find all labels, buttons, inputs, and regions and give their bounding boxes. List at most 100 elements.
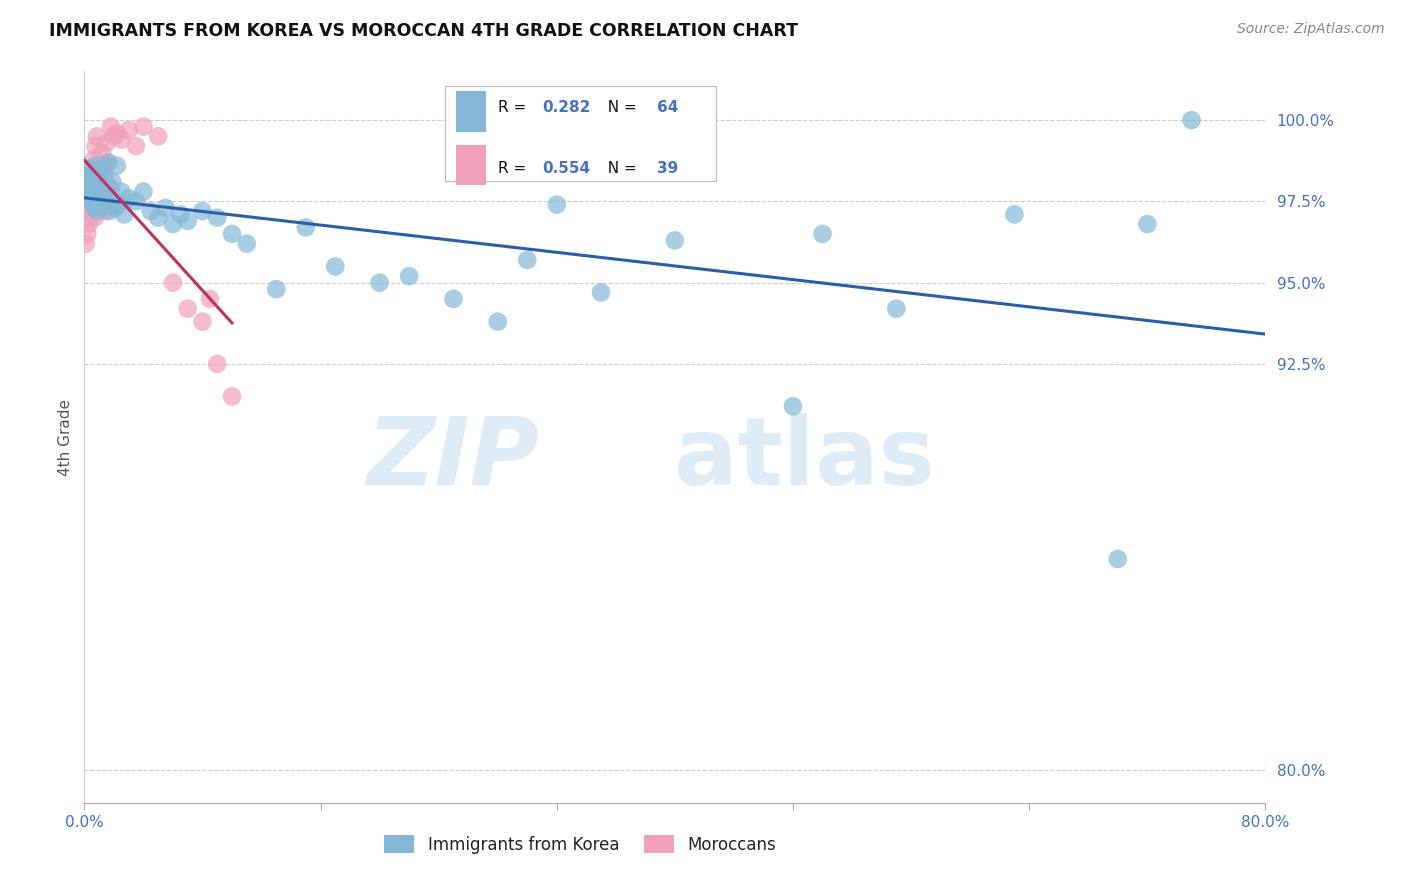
Text: IMMIGRANTS FROM KOREA VS MOROCCAN 4TH GRADE CORRELATION CHART: IMMIGRANTS FROM KOREA VS MOROCCAN 4TH GR… [49,22,799,40]
Point [82,187,104,202]
Point [325,260,347,274]
Point [125,139,148,153]
Point [86,171,108,186]
Point [105,126,128,140]
Point [84,159,107,173]
Point [82,178,104,193]
Point [94,204,117,219]
Text: ZIP: ZIP [366,413,538,505]
Point [101,175,124,189]
Point [91,161,114,176]
Point [236,236,259,251]
Point [811,227,834,241]
Point [162,276,184,290]
Point [80,169,103,183]
Point [155,201,177,215]
Point [97,155,120,169]
Text: R =: R = [498,101,531,115]
Point [84,185,107,199]
Point [148,129,170,144]
Point [96,136,118,150]
Point [118,191,141,205]
Point [1181,113,1204,128]
Text: 64: 64 [657,101,679,115]
Point [886,301,908,316]
Point [207,211,229,225]
Point [112,207,135,221]
Point [84,197,107,211]
Point [782,399,804,413]
Point [103,129,125,144]
Point [79,204,101,219]
Point [86,204,108,219]
Point [198,292,221,306]
Point [80,194,103,209]
Text: Source: ZipAtlas.com: Source: ZipAtlas.com [1237,22,1385,37]
Point [1136,217,1159,231]
Point [100,181,122,195]
Point [75,171,97,186]
Text: 39: 39 [657,161,679,176]
Point [191,204,214,219]
Point [162,217,184,231]
Text: atlas: atlas [675,413,935,505]
FancyBboxPatch shape [444,86,716,181]
Point [77,185,100,199]
Bar [457,145,486,186]
Point [546,197,568,211]
Point [591,285,613,300]
Point [79,175,101,189]
Point [77,191,100,205]
Point [79,178,101,193]
Point [110,185,132,199]
Point [79,181,101,195]
Point [87,178,111,193]
Point [207,357,229,371]
Point [110,133,132,147]
Point [90,194,112,209]
Point [266,282,288,296]
Point [86,178,108,193]
Point [75,236,97,251]
Point [96,197,118,211]
Point [105,159,128,173]
Point [221,389,243,403]
Point [221,227,243,241]
Point [86,129,108,144]
Point [93,191,115,205]
Point [132,120,155,134]
Point [191,315,214,329]
Y-axis label: 4th Grade: 4th Grade [58,399,73,475]
Text: 0.554: 0.554 [543,161,591,176]
Point [87,169,111,183]
Text: N =: N = [598,161,641,176]
Point [1004,207,1026,221]
Point [76,211,98,225]
Point [516,252,538,267]
Point [82,171,104,186]
Point [398,269,420,284]
Point [104,201,127,215]
Point [98,181,121,195]
Point [443,292,465,306]
Point [107,197,129,211]
Point [98,204,121,219]
Point [84,139,107,153]
Point [83,165,105,179]
Point [91,145,114,160]
Point [77,217,100,231]
Point [295,220,318,235]
Point [368,276,391,290]
Point [139,204,162,219]
Point [125,194,148,209]
Point [90,185,112,199]
Point [80,191,103,205]
Point [87,191,110,205]
Point [148,211,170,225]
Point [83,201,105,215]
Text: N =: N = [598,101,641,115]
Point [76,185,98,199]
Point [486,315,509,329]
Bar [457,92,486,132]
Point [1107,552,1129,566]
